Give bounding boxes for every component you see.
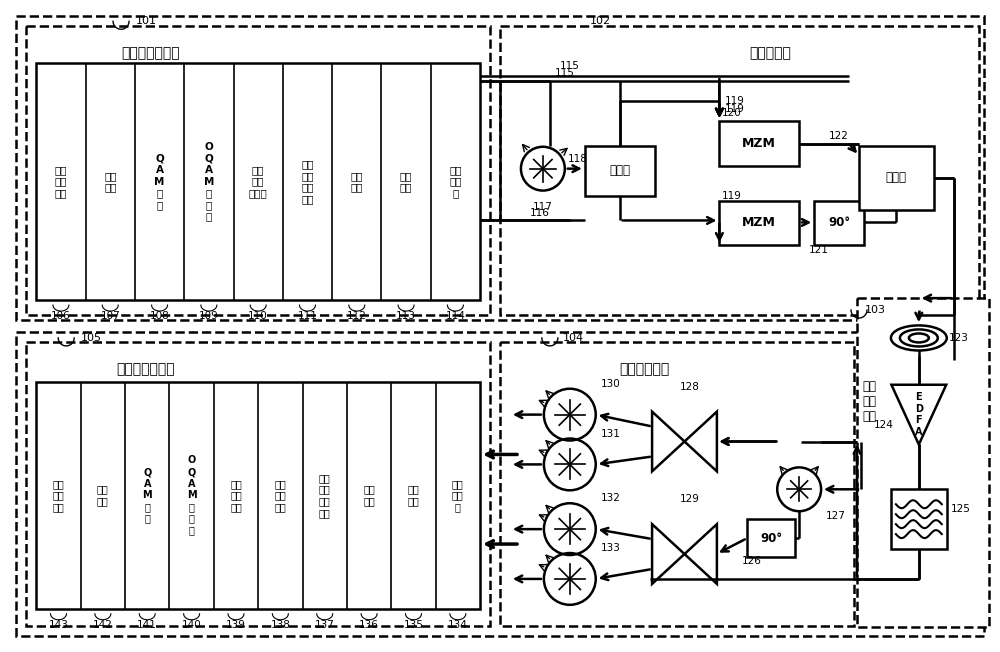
Text: 模数
转换: 模数 转换: [408, 484, 419, 506]
Text: 136: 136: [359, 619, 379, 630]
Text: MZM: MZM: [742, 216, 776, 229]
Bar: [36, 382, 480, 609]
Text: 112: 112: [347, 311, 367, 321]
Text: 137: 137: [315, 619, 335, 630]
Text: 125: 125: [951, 504, 971, 514]
Text: 128: 128: [680, 381, 699, 392]
Text: 系统发射端模块: 系统发射端模块: [121, 46, 180, 60]
Text: 119: 119: [724, 96, 744, 106]
Text: MZM: MZM: [742, 138, 776, 150]
Text: O
Q
A
M
后
处
理: O Q A M 后 处 理: [187, 456, 196, 535]
Text: 138: 138: [270, 619, 290, 630]
Text: 119: 119: [721, 190, 741, 201]
Text: 132: 132: [601, 494, 621, 503]
Text: 104: 104: [563, 333, 584, 343]
Text: 系统接收端模块: 系统接收端模块: [116, 362, 175, 376]
Text: 123: 123: [949, 333, 969, 343]
Text: 143: 143: [49, 619, 68, 630]
Text: 124: 124: [874, 420, 894, 430]
Text: 101: 101: [136, 16, 157, 26]
Text: O
Q
A
M
预
处
理: O Q A M 预 处 理: [204, 142, 214, 222]
Text: 113: 113: [396, 311, 416, 321]
Text: 122: 122: [829, 131, 849, 141]
Text: 低通
滤波
器: 低通 滤波 器: [449, 165, 462, 198]
Text: E
D
F
A: E D F A: [915, 393, 923, 437]
Text: 光电检测模块: 光电检测模块: [620, 362, 670, 376]
Text: 114: 114: [445, 311, 465, 321]
Text: 115: 115: [555, 68, 575, 78]
Bar: [814, 201, 864, 245]
Text: 105: 105: [81, 333, 102, 343]
Text: 103: 103: [865, 305, 886, 315]
Bar: [747, 519, 795, 557]
Text: 107: 107: [100, 311, 120, 321]
Text: 110: 110: [248, 311, 268, 321]
Bar: [16, 332, 984, 636]
Text: 快速
傅里
逆变换: 快速 傅里 逆变换: [249, 165, 268, 198]
Text: 108: 108: [150, 311, 169, 321]
Text: 串并
转换: 串并 转换: [104, 171, 117, 192]
Text: 光纤
传输
模块: 光纤 传输 模块: [862, 379, 876, 422]
Bar: [500, 26, 979, 315]
Text: 快速
傅里
变换: 快速 傅里 变换: [274, 479, 286, 512]
Text: 119: 119: [724, 104, 744, 114]
Text: 140: 140: [182, 619, 201, 630]
Text: 121: 121: [809, 245, 829, 256]
Text: 134: 134: [448, 619, 468, 630]
Text: 数模
转换: 数模 转换: [400, 171, 412, 192]
Bar: [857, 298, 989, 627]
Text: 131: 131: [601, 428, 621, 439]
Text: 127: 127: [826, 511, 846, 521]
Text: 142: 142: [93, 619, 113, 630]
Text: 106: 106: [51, 311, 71, 321]
Text: 130: 130: [601, 379, 620, 389]
Text: 分束器: 分束器: [609, 164, 630, 177]
Text: Q
A
M
调
制: Q A M 调 制: [154, 153, 165, 210]
Text: 118: 118: [568, 154, 588, 164]
Text: 光调制模块: 光调制模块: [749, 46, 791, 60]
Bar: [26, 26, 490, 315]
Bar: [719, 201, 799, 245]
Text: Q
A
M
解
调: Q A M 解 调: [142, 467, 152, 524]
Text: 串行
数据
输入: 串行 数据 输入: [55, 165, 67, 198]
Text: 117: 117: [533, 201, 553, 211]
Bar: [500, 342, 854, 626]
Text: 多相
结构
滤波
器组: 多相 结构 滤波 器组: [319, 473, 331, 518]
Text: 141: 141: [137, 619, 157, 630]
Text: 120: 120: [721, 108, 741, 118]
Text: 90°: 90°: [760, 531, 782, 544]
Bar: [16, 16, 984, 320]
Bar: [859, 146, 934, 211]
Text: 129: 129: [680, 494, 699, 504]
Bar: [891, 489, 947, 549]
Text: 低通
滤波
器: 低通 滤波 器: [452, 479, 464, 512]
Bar: [585, 146, 655, 196]
Bar: [26, 342, 490, 626]
Text: 并串
转换: 并串 转换: [97, 484, 109, 506]
Text: 串行
数据
输出: 串行 数据 输出: [53, 479, 64, 512]
Text: 133: 133: [601, 543, 621, 553]
Text: 109: 109: [199, 311, 219, 321]
Text: 并串
转换: 并串 转换: [351, 171, 363, 192]
Text: 102: 102: [590, 16, 611, 26]
Text: 139: 139: [226, 619, 246, 630]
Text: 111: 111: [298, 311, 317, 321]
Text: 135: 135: [404, 619, 423, 630]
Bar: [36, 63, 480, 300]
Text: 数字
信号
处理: 数字 信号 处理: [230, 479, 242, 512]
Text: 115: 115: [560, 61, 580, 71]
Bar: [719, 121, 799, 166]
Text: 116: 116: [530, 209, 550, 218]
Text: 90°: 90°: [828, 216, 850, 229]
Text: 多相
结构
滤波
器组: 多相 结构 滤波 器组: [301, 159, 314, 204]
Text: 合束器: 合束器: [885, 171, 906, 184]
Text: 126: 126: [741, 556, 761, 566]
Text: 串并
转换: 串并 转换: [363, 484, 375, 506]
